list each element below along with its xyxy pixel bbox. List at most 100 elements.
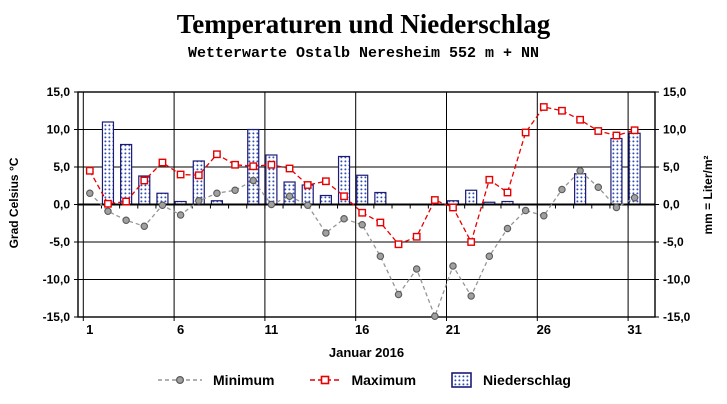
y-tick-label-right: 15,0 <box>663 85 687 99</box>
max-marker <box>340 192 348 201</box>
y-tick-label-left: -15,0 <box>43 310 71 324</box>
max-marker <box>104 199 112 208</box>
min-marker <box>594 183 603 192</box>
max-marker <box>521 128 530 137</box>
min-marker <box>449 262 457 270</box>
x-tick-label: 21 <box>446 322 460 337</box>
y-tick-label-left: 10,0 <box>47 123 71 137</box>
min-marker <box>140 222 149 231</box>
y-tick-label-right: -15,0 <box>663 310 691 324</box>
legend-item-niederschlag: Niederschlag <box>450 371 571 389</box>
max-marker <box>213 150 221 159</box>
x-tick-label: 26 <box>537 322 551 337</box>
y-tick-label-left: 5,0 <box>53 160 70 174</box>
precip-bar <box>465 189 478 206</box>
legend-label-niederschlag: Niederschlag <box>483 372 571 388</box>
min-marker <box>249 176 257 185</box>
legend-item-minimum: Minimum <box>156 372 274 388</box>
max-marker <box>394 240 403 249</box>
precip-bar <box>101 121 115 206</box>
y-tick-label-right: -10,0 <box>663 273 691 287</box>
chart-subtitle: Wetterwarte Ostalb Neresheim 552 m + NN <box>187 45 540 62</box>
max-marker <box>558 106 566 115</box>
max-marker <box>267 160 276 169</box>
min-marker <box>612 203 621 212</box>
max-marker <box>140 176 149 185</box>
minimum-line-marker-icon <box>158 375 203 385</box>
min-marker <box>358 221 366 229</box>
y-tick-label-left: -10,0 <box>43 273 71 287</box>
min-marker <box>376 252 385 261</box>
precip-bar <box>319 194 332 206</box>
x-tick-label: 11 <box>265 322 279 337</box>
max-marker <box>539 103 548 111</box>
x-tick-label: 16 <box>355 322 369 337</box>
min-marker <box>467 292 475 300</box>
y-tick-label-right: 5,0 <box>663 160 680 174</box>
max-marker <box>231 160 239 169</box>
max-marker <box>630 126 639 135</box>
max-marker <box>376 218 385 227</box>
min-marker <box>267 200 276 209</box>
min-marker <box>195 197 203 205</box>
x-tick-label: 31 <box>627 322 641 337</box>
precip-bar <box>120 143 133 206</box>
right-axis-title: mm = Liter/m² <box>701 155 715 235</box>
min-marker <box>322 229 330 237</box>
y-tick-label-right: -5,0 <box>663 235 684 249</box>
maximum-line-marker-icon <box>310 375 341 385</box>
legend-label-minimum: Minimum <box>213 372 275 388</box>
max-marker <box>358 208 367 217</box>
min-marker <box>231 186 239 195</box>
max-marker <box>158 158 167 167</box>
min-marker <box>394 290 403 299</box>
legend-item-maximum: Maximum <box>308 372 416 388</box>
precip-bar <box>610 137 623 206</box>
max-marker <box>485 175 494 184</box>
max-marker <box>321 177 330 186</box>
min-marker <box>576 167 584 175</box>
x-tick-label: 6 <box>177 322 184 337</box>
precip-bar <box>628 132 641 206</box>
min-marker <box>104 207 112 216</box>
min-marker <box>485 252 494 261</box>
max-marker <box>303 181 312 189</box>
y-tick-label-left: -5,0 <box>49 235 70 249</box>
min-marker <box>503 224 512 233</box>
min-marker <box>340 215 348 223</box>
min-marker <box>158 201 167 210</box>
max-marker <box>503 188 512 197</box>
max-marker <box>612 131 621 140</box>
min-marker <box>122 216 130 225</box>
max-marker <box>430 196 439 204</box>
precip-bar <box>356 174 369 206</box>
min-marker <box>176 211 185 219</box>
max-marker <box>285 164 294 173</box>
max-marker <box>467 238 476 246</box>
legend: Minimum Maximum Niederschlag <box>0 371 727 389</box>
max-marker <box>412 232 421 241</box>
max-marker <box>122 197 131 206</box>
x-axis-title: Januar 2016 <box>328 345 405 360</box>
max-marker <box>594 127 603 135</box>
max-marker <box>85 166 94 175</box>
min-marker <box>521 206 530 215</box>
chart-title: Temperaturen und Niederschlag <box>176 9 551 39</box>
y-tick-label-right: 10,0 <box>663 123 687 137</box>
left-axis-title: Grad Celsius °C <box>7 157 21 249</box>
max-marker <box>194 171 203 180</box>
legend-label-maximum: Maximum <box>351 372 417 388</box>
y-tick-label-right: 0,0 <box>663 198 680 212</box>
max-marker <box>176 170 185 179</box>
min-marker <box>630 194 639 202</box>
min-marker <box>303 201 312 210</box>
min-marker <box>213 189 221 198</box>
y-tick-label-left: 15,0 <box>47 85 71 99</box>
min-marker <box>412 265 421 273</box>
max-marker <box>249 162 258 171</box>
x-tick-label: 1 <box>86 322 93 337</box>
min-marker <box>540 212 548 220</box>
max-marker <box>576 115 585 124</box>
